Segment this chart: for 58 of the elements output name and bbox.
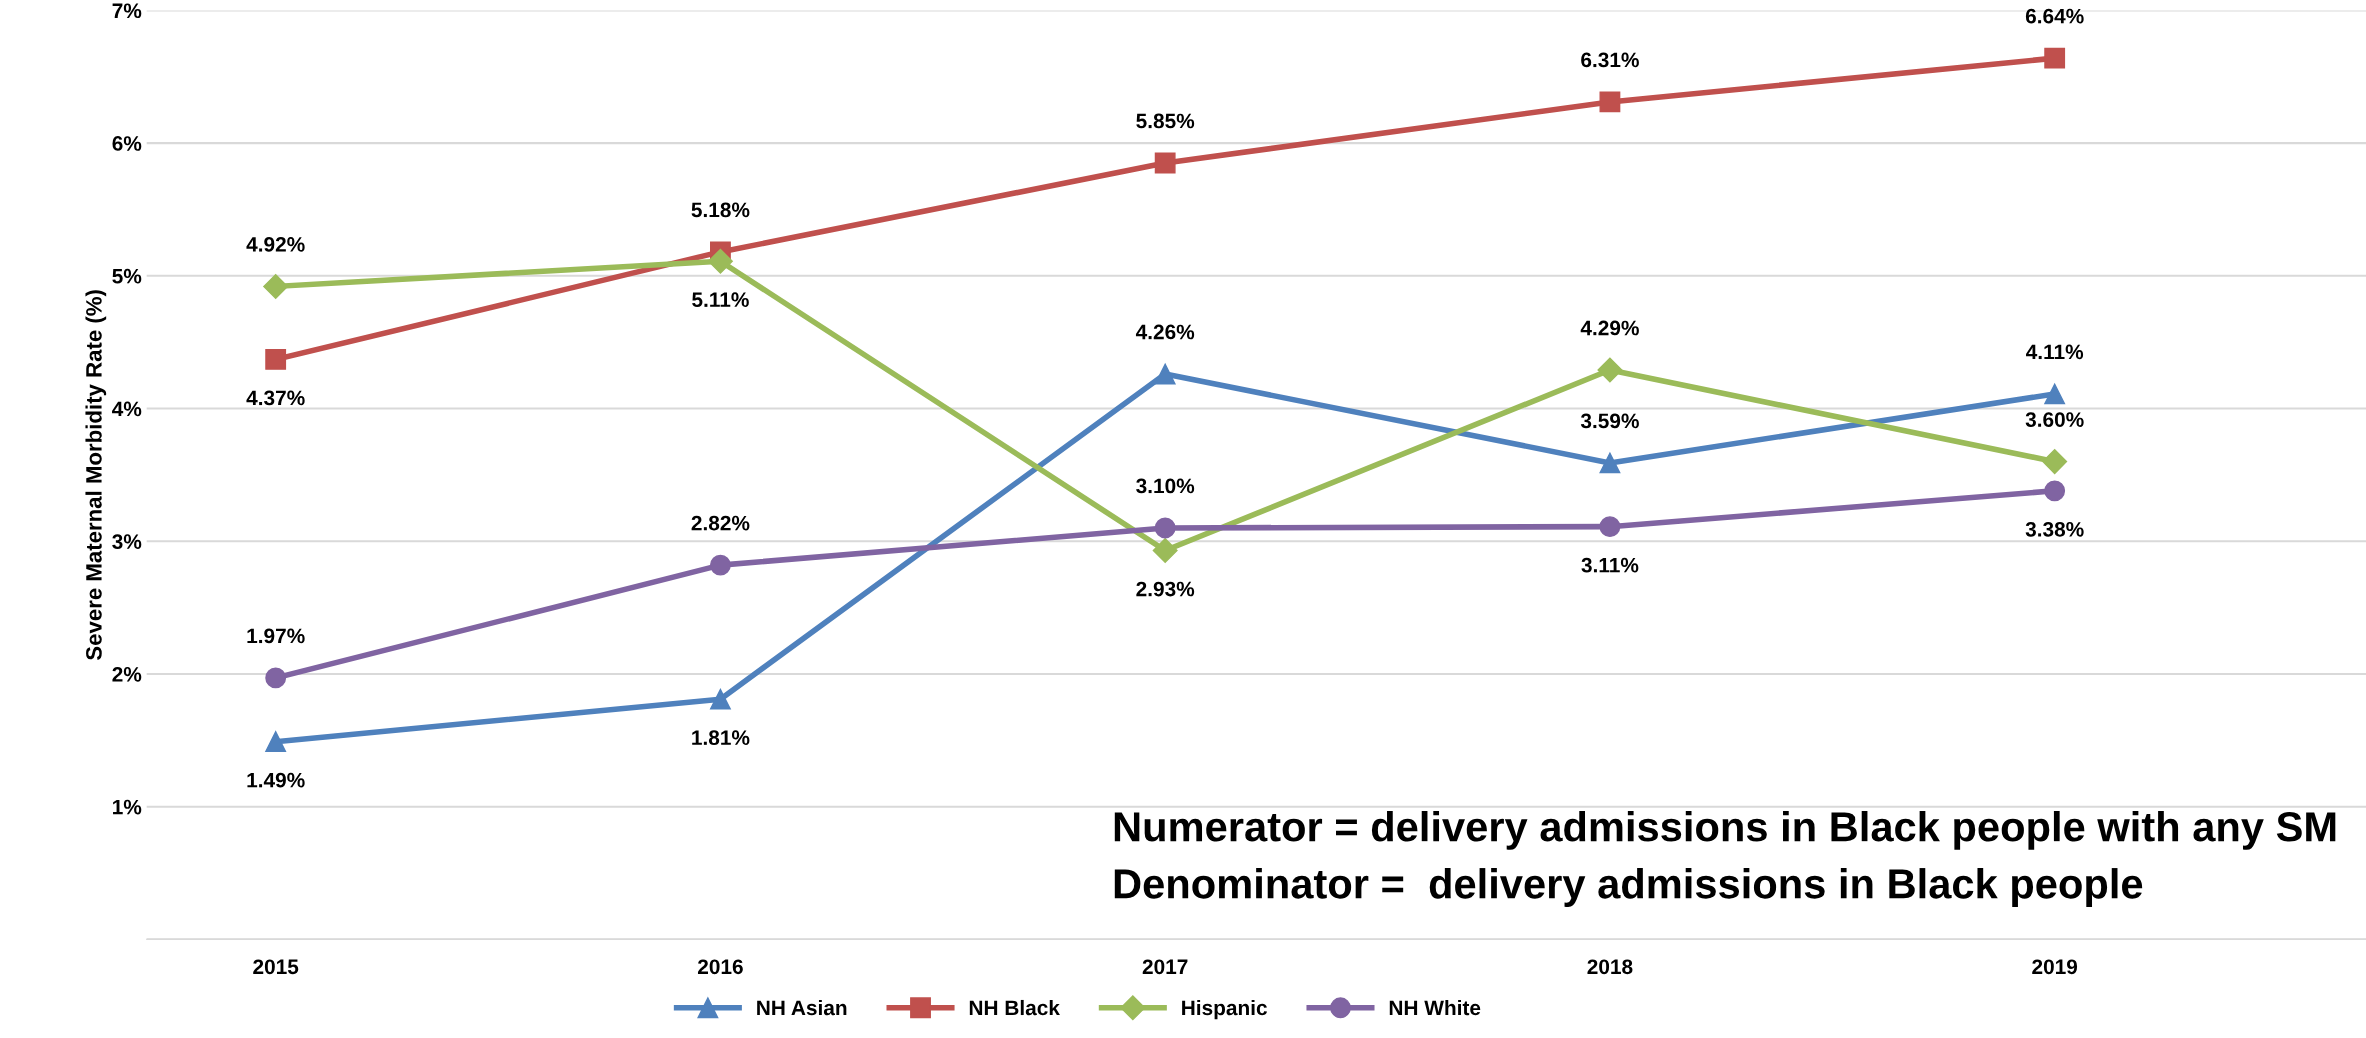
x-tick-label: 2018 <box>1587 959 1633 975</box>
x-tick-label: 2015 <box>253 959 299 975</box>
y-tick-label: 4% <box>112 401 142 417</box>
data-label: 3.10% <box>1136 478 1195 494</box>
y-tick-label: 7% <box>112 3 142 19</box>
data-label: 3.11% <box>1581 557 1639 573</box>
x-tick-label: 2016 <box>697 959 743 975</box>
point <box>265 349 287 370</box>
point <box>2044 383 2066 405</box>
y-tick-label: 6% <box>112 136 142 151</box>
point <box>265 667 287 689</box>
data-label: 6.64% <box>2025 8 2084 24</box>
point <box>707 248 733 274</box>
point <box>710 554 731 576</box>
data-label: 5.18% <box>691 202 750 218</box>
legend-label: Hispanic <box>1182 999 1267 1020</box>
x-tick-label: 2017 <box>1142 959 1188 975</box>
y-tick-label: 1% <box>113 799 142 815</box>
data-label: 3.38% <box>2025 521 2084 537</box>
data-label: 4.11% <box>2026 344 2084 360</box>
point <box>1599 91 1621 113</box>
data-label: 5.11% <box>692 292 749 308</box>
data-label: 2.82% <box>691 515 750 531</box>
data-label: 4.26% <box>1135 324 1195 340</box>
point <box>1152 538 1178 564</box>
data-label: 5.85% <box>1136 113 1195 129</box>
data-label: 1.49% <box>247 772 305 788</box>
legend-label: NH White <box>1389 999 1481 1016</box>
data-label: 3.60% <box>2025 412 2084 427</box>
data-label: 2.93% <box>1136 581 1195 597</box>
data-label: 4.37% <box>246 390 305 406</box>
data-label: 3.59% <box>1580 413 1639 429</box>
annotation: Numerator = delivery admissions in Black people with any SM <box>1114 810 2336 850</box>
point <box>2044 480 2066 502</box>
point <box>1599 516 1621 538</box>
point <box>2044 47 2066 69</box>
point <box>263 273 289 299</box>
data-label: 4.29% <box>1580 320 1639 336</box>
point <box>1154 363 1176 385</box>
point <box>1597 357 1623 383</box>
point <box>2042 449 2068 475</box>
data-label: 1.97% <box>247 628 305 644</box>
data-label: 4.92% <box>246 237 305 252</box>
data-label: 6.31% <box>1581 52 1639 68</box>
point <box>710 688 731 710</box>
x-tick-label: 2019 <box>2032 959 2078 975</box>
point <box>1154 517 1176 539</box>
y-tick-label: 5% <box>112 268 142 284</box>
data-label: 1.81% <box>692 730 750 746</box>
legend-label: NH Asian <box>757 999 847 1016</box>
y-axis-title: Severe Maternal Morbidity Rate (%) <box>85 290 107 661</box>
y-tick-label: 3% <box>112 534 142 550</box>
annotation: Denominator = delivery admissions in Black people <box>1114 868 2143 907</box>
point <box>265 731 287 753</box>
legend-label: NH Black <box>969 999 1060 1016</box>
point <box>1599 452 1621 474</box>
y-tick-label: 2% <box>112 666 142 682</box>
point <box>1154 152 1176 174</box>
